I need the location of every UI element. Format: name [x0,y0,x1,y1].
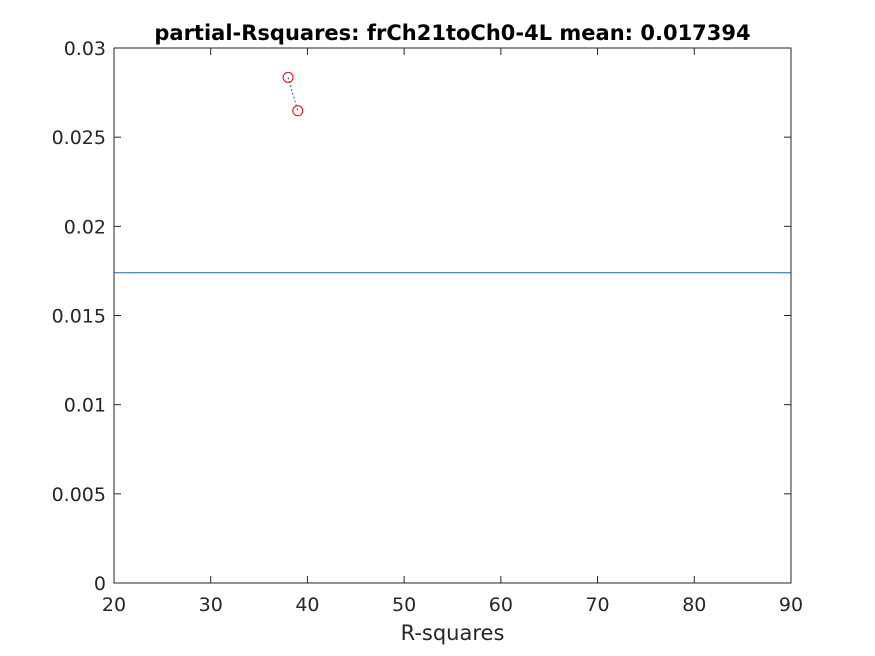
y-tick-label: 0.025 [52,127,106,149]
x-tick-label: 40 [295,594,319,616]
y-tick-label: 0.015 [52,306,106,328]
plot-area [114,48,791,583]
x-tick-label: 60 [489,594,513,616]
x-tick-label: 50 [392,594,416,616]
x-tick-label: 80 [682,594,706,616]
x-tick-label: 70 [585,594,609,616]
data-point [292,105,304,117]
y-tick-label: 0 [94,573,106,595]
series-line [287,77,299,111]
y-tick-label: 0.005 [52,484,106,506]
x-tick-label: 90 [779,594,803,616]
x-tick-label: 20 [102,594,126,616]
y-tick-label: 0.01 [64,395,106,417]
y-tick-label: 0.02 [64,216,106,238]
y-tick-label: 0.03 [64,38,106,60]
x-axis-label: R-squares [401,621,505,645]
data-point [282,71,294,83]
x-tick-label: 30 [199,594,223,616]
chart-title: partial-Rsquares: frCh21toCh0-4L mean: 0… [154,21,750,45]
